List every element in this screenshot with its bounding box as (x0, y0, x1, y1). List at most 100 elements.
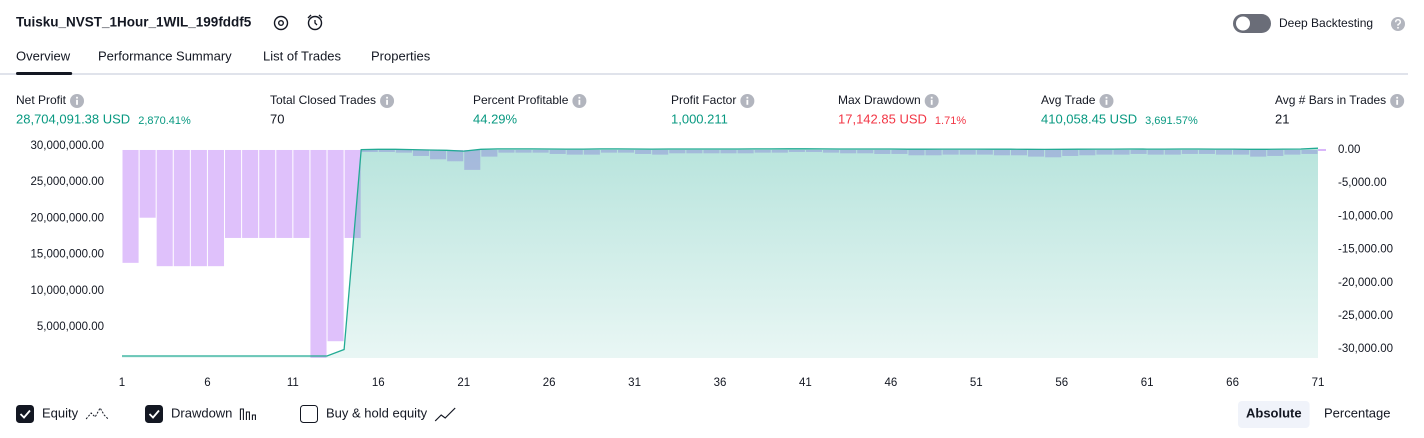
metric-value: 28,704,091.38 USD (16, 111, 130, 126)
checkbox-checked[interactable] (16, 405, 34, 423)
metric-label: Percent Profitable (473, 93, 569, 107)
info-icon-bar (930, 99, 933, 105)
checkmark (19, 409, 31, 419)
x-tick-label: 71 (1312, 377, 1325, 389)
x-tick-label: 6 (204, 377, 210, 389)
equity-icon (85, 406, 109, 420)
legend-label[interactable]: Buy & hold equity (326, 405, 428, 420)
info-icon[interactable] (1390, 94, 1405, 108)
tab[interactable]: Properties (371, 48, 431, 63)
x-tick-label: 26 (543, 377, 556, 389)
buy-hold-icon (434, 407, 456, 422)
checkbox[interactable] (300, 405, 318, 423)
metric-value: 44.29% (473, 111, 518, 126)
alert-icon[interactable] (307, 14, 323, 31)
info-icon[interactable] (380, 94, 395, 108)
tab[interactable]: List of Trades (263, 48, 342, 63)
info-icon-dot (578, 96, 581, 99)
tab[interactable]: Overview (16, 48, 71, 63)
y2-tick-label: -5,000.00 (1338, 177, 1387, 189)
metric-percent: 2,870.41% (138, 115, 191, 127)
metric-label: Net Profit (16, 93, 67, 107)
x-tick-label: 21 (457, 377, 470, 389)
x-tick-label: 51 (970, 377, 983, 389)
info-icon-bar (1105, 99, 1108, 105)
legend-label[interactable]: Equity (42, 405, 79, 420)
info-icon-dot (746, 96, 749, 99)
metric-value: 21 (1275, 111, 1289, 126)
info-icon-dot (1396, 96, 1399, 99)
drawdown-bar (242, 149, 259, 238)
equity-area (122, 148, 1318, 358)
help-icon[interactable] (1391, 17, 1405, 31)
info-icon-bar (578, 99, 581, 105)
info-icon-dot (386, 96, 388, 99)
metric-percent: 1.71% (935, 115, 966, 127)
info-icon-bar (386, 99, 388, 105)
y2-tick-label: -20,000.00 (1338, 277, 1393, 289)
view-button-label[interactable]: Percentage (1324, 405, 1391, 420)
drawdown-bar (207, 149, 225, 267)
view-button-label[interactable]: Absolute (1246, 405, 1302, 420)
x-tick-label: 41 (799, 377, 812, 389)
y2-tick-label: -15,000.00 (1338, 244, 1393, 256)
info-icon[interactable] (924, 94, 939, 108)
drawdown-bar (173, 149, 190, 267)
checkbox-checked[interactable] (145, 405, 163, 423)
x-tick-label: 31 (628, 377, 641, 389)
x-tick-label: 61 (1141, 377, 1154, 389)
strategy-title: Tuisku_NVST_1Hour_1WIL_199fddf5 (16, 15, 252, 30)
y-tick-label: 15,000,000.00 (30, 249, 104, 261)
metric-label: Avg Trade (1041, 93, 1096, 107)
y2-tick-label: 0.00 (1338, 144, 1360, 156)
drawdown-bar (293, 149, 310, 238)
drawdown-bar (122, 149, 139, 263)
y2-tick-label: -10,000.00 (1338, 210, 1393, 222)
drawdown-bar (190, 149, 207, 267)
metric-percent: 3,691.57% (1145, 115, 1198, 127)
y-tick-label: 5,000,000.00 (37, 321, 104, 333)
x-tick-label: 66 (1226, 377, 1239, 389)
x-tick-label: 56 (1055, 377, 1068, 389)
metric-value: 70 (270, 111, 284, 126)
metric-label: Profit Factor (671, 93, 736, 107)
x-tick-label: 46 (884, 377, 897, 389)
drawdown-bar (139, 149, 156, 218)
info-icon-bar (76, 99, 78, 105)
info-icon[interactable] (740, 94, 755, 108)
tab-active-indicator (16, 72, 73, 75)
x-tick-label: 36 (714, 377, 727, 389)
drawdown-bar (259, 149, 276, 238)
metric-value: 1,000.211 (671, 111, 728, 126)
info-icon-dot (930, 96, 933, 99)
drawdown-bar (276, 149, 293, 238)
deep-backtesting-toggle[interactable] (1233, 14, 1271, 33)
info-icon-dot (76, 96, 78, 99)
settings-icon[interactable] (273, 15, 289, 31)
info-icon-bar (1396, 99, 1399, 105)
drawdown-icon (239, 408, 256, 420)
info-icon-dot (1105, 96, 1108, 99)
x-tick-label: 16 (372, 377, 385, 389)
tab[interactable]: Performance Summary (98, 48, 232, 63)
drawdown-bar (310, 149, 327, 358)
y-tick-label: 20,000,000.00 (30, 212, 104, 224)
drawdown-bar (327, 149, 344, 342)
y-tick-label: 30,000,000.00 (30, 140, 104, 152)
info-icon[interactable] (572, 94, 587, 108)
metric-label: Total Closed Trades (270, 93, 376, 107)
y2-tick-label: -30,000.00 (1338, 343, 1393, 355)
drawdown-bar (156, 149, 173, 267)
info-icon-bar (746, 99, 749, 105)
info-icon[interactable] (70, 94, 85, 108)
metric-label: Avg # Bars in Trades (1275, 93, 1386, 107)
metric-value: 17,142.85 USD (838, 111, 927, 126)
x-tick-label: 11 (287, 377, 299, 389)
legend-label[interactable]: Drawdown (171, 405, 232, 420)
metric-label: Max Drawdown (838, 93, 921, 107)
view-button-active (1238, 401, 1310, 428)
equity-line (122, 147, 1319, 357)
y-tick-label: 10,000,000.00 (30, 285, 104, 297)
info-icon[interactable] (1099, 94, 1114, 108)
